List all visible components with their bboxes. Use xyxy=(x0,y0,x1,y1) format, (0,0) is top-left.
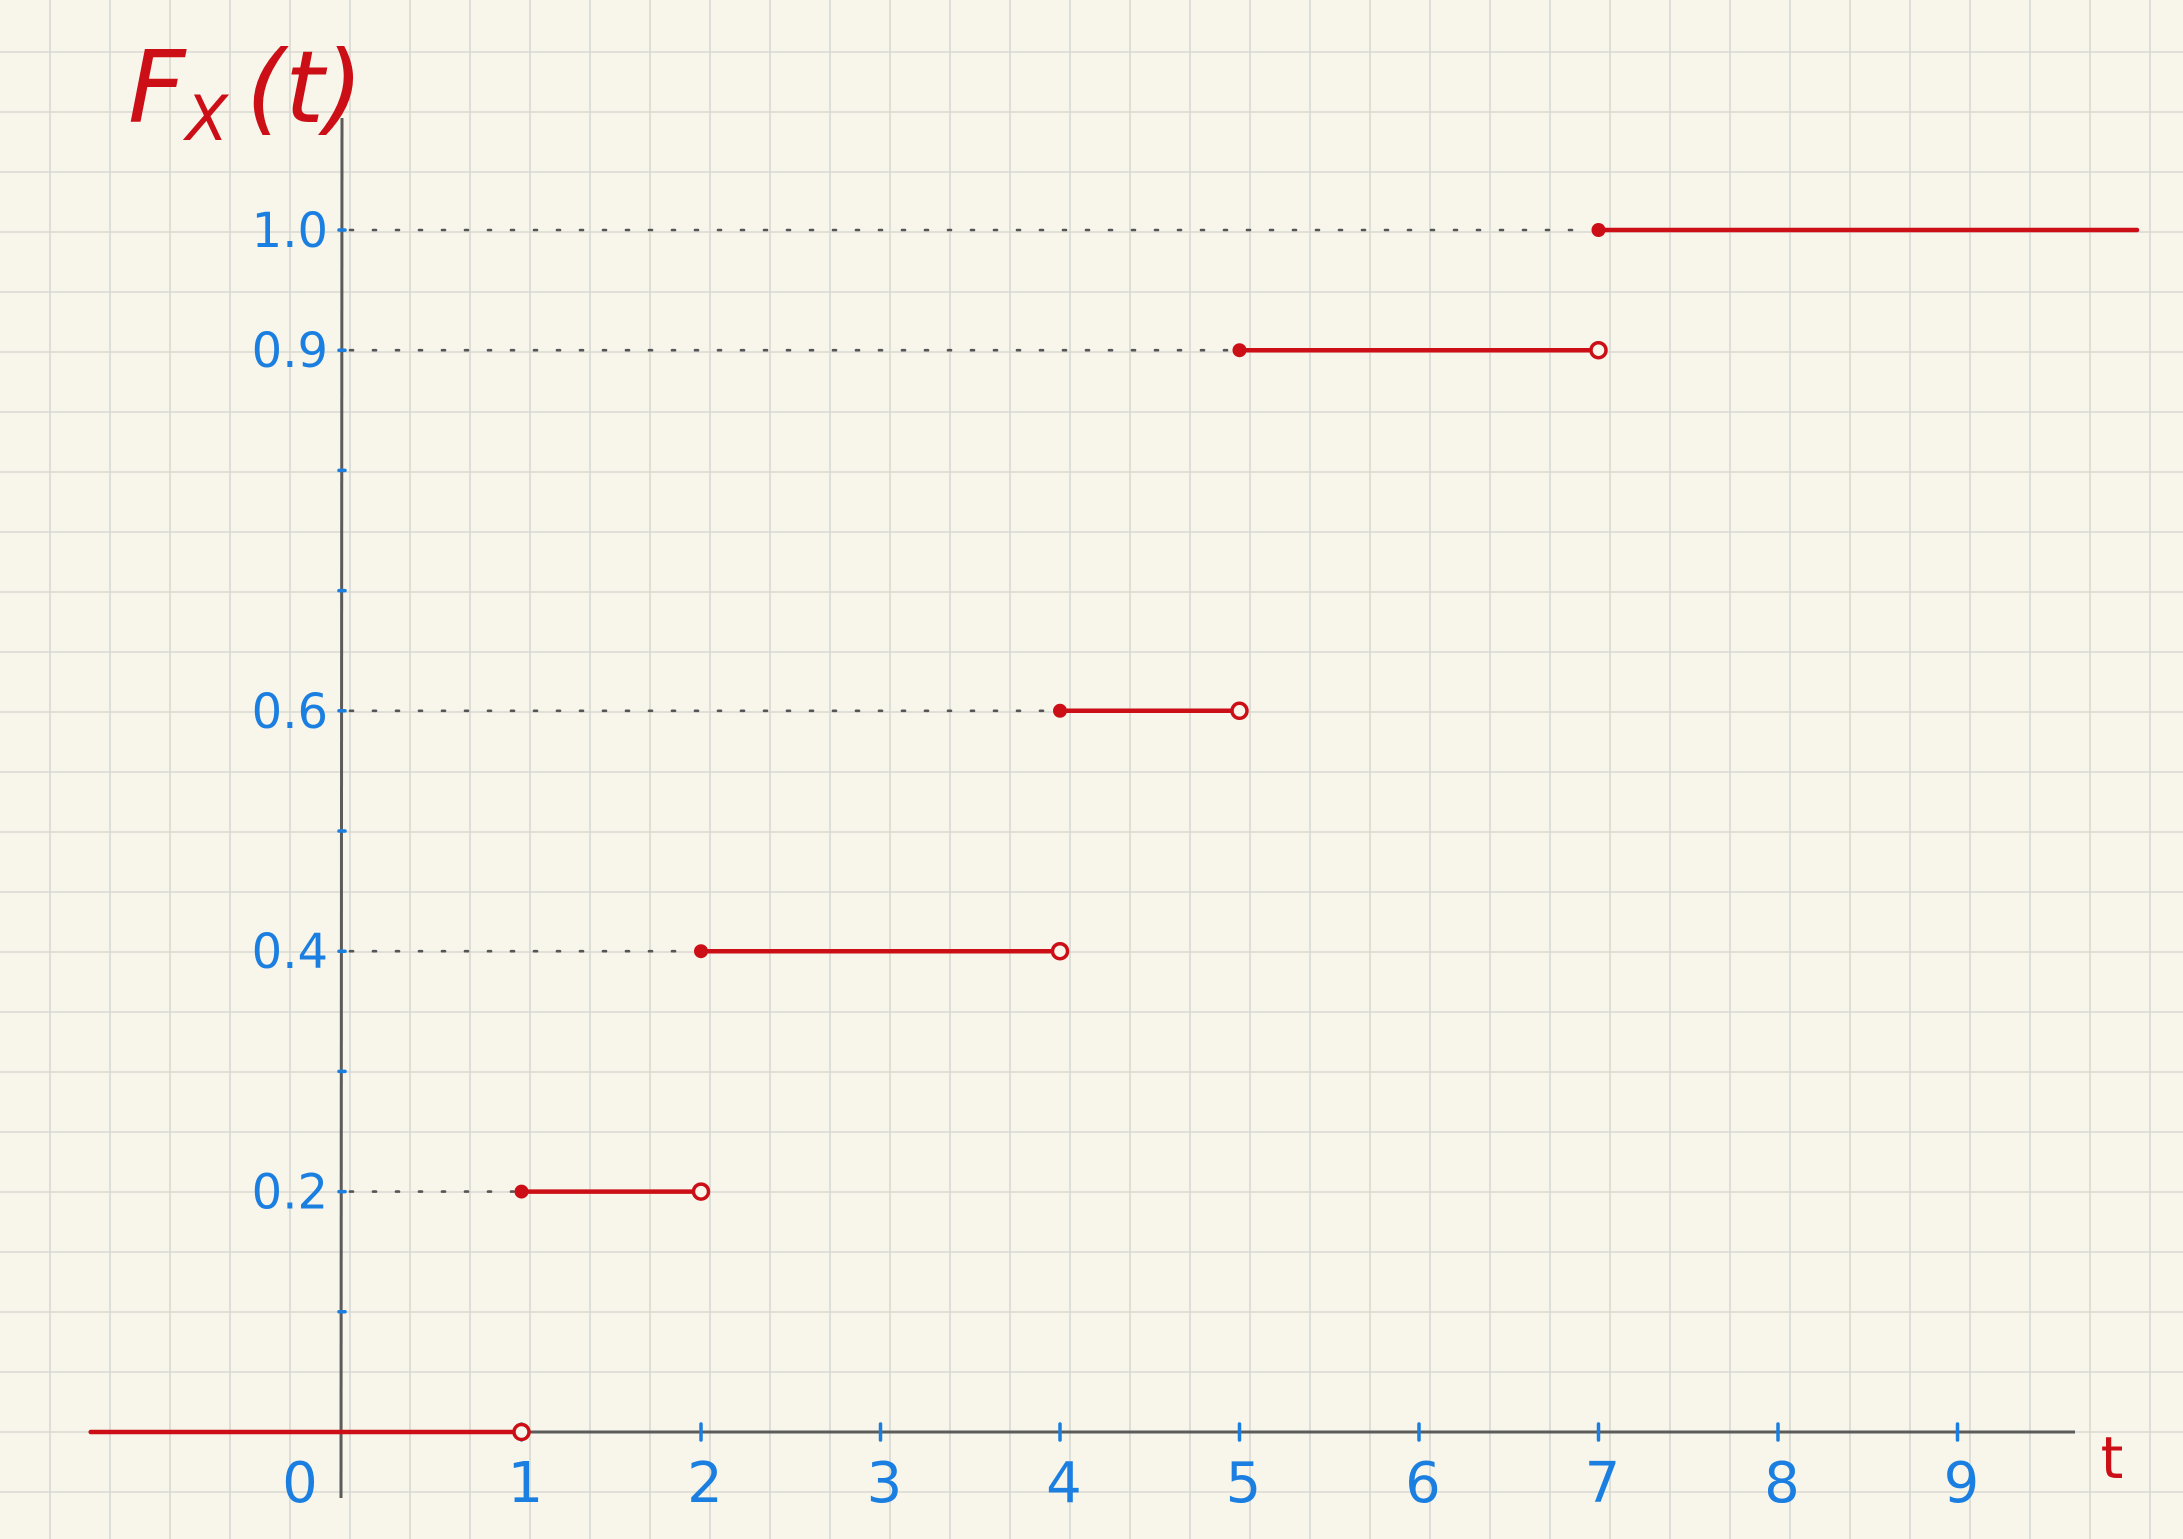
dotted-guide-lines xyxy=(348,228,1592,1193)
y-axis-title: FX (t) xyxy=(128,29,363,155)
x-tick-label: 8 xyxy=(1764,1451,1800,1516)
closed-endpoint xyxy=(514,1184,529,1199)
closed-endpoint xyxy=(1232,343,1247,358)
y-axis-title-main: F xyxy=(128,29,187,146)
x-tick-label: 3 xyxy=(867,1451,903,1516)
open-endpoint xyxy=(691,1182,711,1201)
y-axis-title-subscript: X xyxy=(183,82,230,155)
closed-endpoint xyxy=(694,944,708,959)
y-tick-label: 0.9 xyxy=(252,323,328,379)
x-tick-label: 0 xyxy=(282,1451,318,1516)
x-tick-label: 2 xyxy=(687,1451,723,1516)
step-segments xyxy=(88,223,2140,1442)
x-tick-label: 1 xyxy=(508,1451,544,1516)
x-tick-label: 7 xyxy=(1585,1451,1621,1516)
open-endpoint xyxy=(1230,701,1249,721)
tick-labels: 0 1 2 3 4 5 6 7 8 9 0.2 0.4 0.6 0.9 1.0 xyxy=(252,203,1980,1516)
closed-endpoint xyxy=(1053,703,1067,718)
y-axis-line xyxy=(339,117,344,1499)
y-tick-label: 0.6 xyxy=(252,684,328,740)
x-tick-label: 4 xyxy=(1046,1451,1082,1516)
x-tick-label: 6 xyxy=(1405,1451,1441,1516)
open-endpoint xyxy=(1589,340,1608,360)
y-tick-label: 0.4 xyxy=(252,924,328,980)
open-endpoint xyxy=(512,1422,531,1442)
y-tick-label: 0.2 xyxy=(252,1165,328,1221)
x-axis-title: t xyxy=(2101,1424,2124,1492)
x-tick-label: 5 xyxy=(1226,1451,1262,1516)
y-tick-label: 1.0 xyxy=(252,203,328,259)
closed-endpoint xyxy=(1591,223,1606,237)
x-tick-label: 9 xyxy=(1944,1451,1980,1516)
y-axis-title-argument: (t) xyxy=(246,29,363,146)
open-endpoint xyxy=(1050,941,1070,961)
